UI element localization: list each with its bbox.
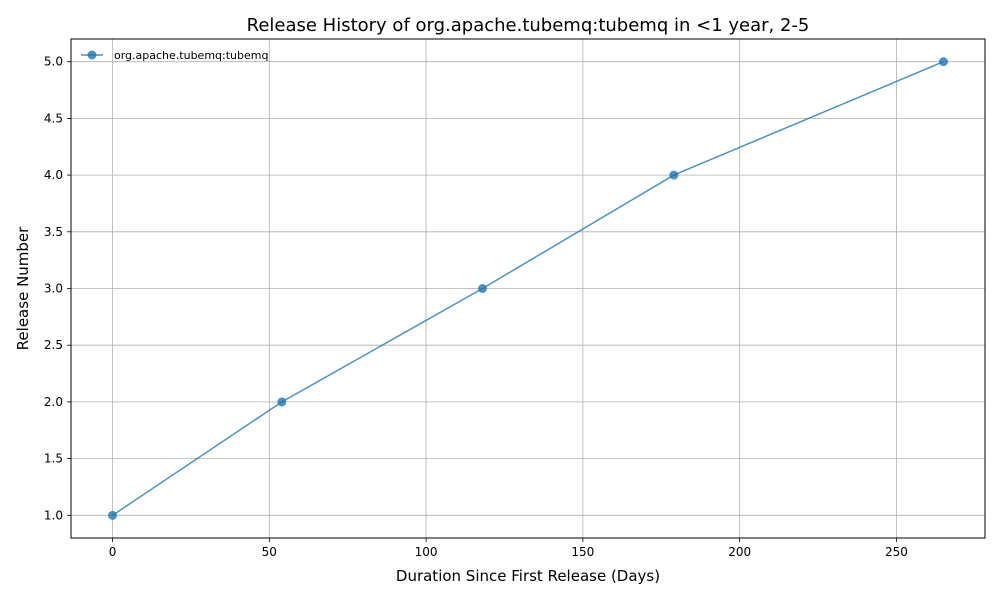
y-tick-label: 4.5 [44, 111, 63, 125]
data-point [108, 510, 118, 520]
chart-title: Release History of org.apache.tubemq:tub… [247, 15, 810, 36]
grid-lines [71, 39, 985, 538]
y-tick-label: 2.5 [44, 338, 63, 352]
data-point [938, 57, 948, 67]
x-tick-label: 250 [885, 545, 908, 559]
y-tick-label: 1.5 [44, 452, 63, 466]
y-axis-label: Release Number [14, 226, 32, 350]
y-axis: 1.0 1.5 2.0 2.5 3.0 3.5 4.0 4.5 5.0 [44, 55, 71, 522]
x-axis: 0 50 100 150 200 250 [109, 538, 908, 559]
legend-marker-swatch [87, 50, 97, 60]
x-tick-label: 150 [571, 545, 594, 559]
y-tick-label: 3.5 [44, 225, 63, 239]
x-tick-label: 100 [415, 545, 438, 559]
data-point [277, 397, 287, 407]
y-tick-label: 4.0 [44, 168, 63, 182]
x-tick-label: 0 [109, 545, 117, 559]
y-tick-label: 2.0 [44, 395, 63, 409]
y-tick-label: 1.0 [44, 508, 63, 522]
data-point [478, 284, 488, 293]
x-axis-label: Duration Since First Release (Days) [396, 567, 660, 585]
series-layer [108, 57, 948, 520]
y-tick-label: 3.0 [44, 282, 63, 296]
legend: org.apache.tubemq:tubemq [81, 49, 268, 62]
legend-label: org.apache.tubemq:tubemq [114, 49, 268, 62]
data-point [669, 170, 679, 180]
y-tick-label: 5.0 [44, 55, 63, 69]
x-tick-label: 200 [728, 545, 751, 559]
x-tick-label: 50 [262, 545, 277, 559]
